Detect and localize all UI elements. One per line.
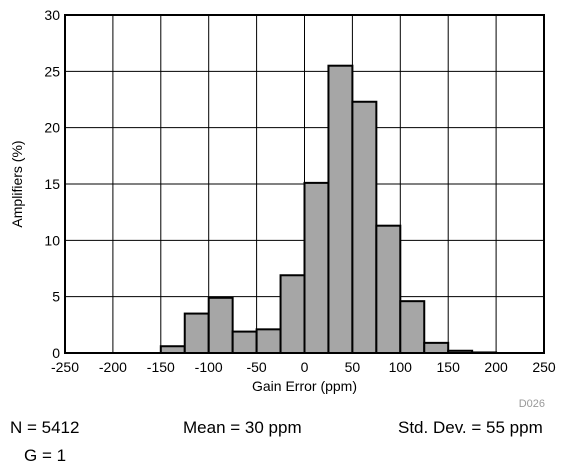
histogram-bar	[159, 345, 186, 354]
y-tick-label: 15	[44, 176, 60, 192]
y-tick-label: 10	[44, 232, 60, 248]
mean-value: Mean = 30 ppm	[183, 418, 302, 437]
x-tick-label: 150	[437, 359, 461, 375]
y-tick-label: 20	[44, 120, 60, 136]
sample-count: N = 5412	[10, 418, 80, 437]
histogram-bar	[303, 181, 330, 354]
histogram-bar	[375, 224, 402, 354]
histogram-bar	[231, 330, 258, 354]
x-tick-label: -100	[195, 359, 223, 375]
histogram-bar	[423, 341, 450, 354]
figure-id: D026	[519, 398, 545, 410]
x-tick-label: -50	[246, 359, 266, 375]
x-tick-label: 200	[484, 359, 508, 375]
histogram-bar	[207, 296, 234, 354]
histogram-bar	[279, 274, 306, 355]
x-axis-label: Gain Error (ppm)	[252, 378, 357, 394]
histogram-chart: -250 -200 -150 -100 -50 0 50 100 150 200 250 0 5 10 15…	[9, 7, 556, 410]
x-tick-label: 100	[389, 359, 413, 375]
y-tick-label: 25	[44, 63, 60, 79]
gain-value: G = 1	[24, 446, 67, 465]
histogram-bar	[327, 64, 354, 354]
histogram-bar	[255, 328, 282, 354]
x-tick-label: 0	[301, 359, 309, 375]
y-axis-label: Amplifiers (%)	[9, 140, 25, 227]
plot-frame	[64, 14, 545, 354]
x-tick-label: -200	[99, 359, 127, 375]
histogram-bar	[399, 300, 426, 355]
histogram-bar	[351, 100, 378, 355]
y-tick-label: 0	[52, 345, 60, 361]
histogram-bar	[183, 312, 210, 355]
x-tick-label: 50	[345, 359, 361, 375]
x-tick-label: 250	[532, 359, 556, 375]
y-tick-label: 30	[44, 7, 60, 23]
x-tick-label: -250	[51, 359, 79, 375]
std-dev-value: Std. Dev. = 55 ppm	[398, 418, 543, 437]
x-tick-label: -150	[147, 359, 175, 375]
y-tick-label: 5	[52, 289, 60, 305]
tick-labels: -250 -200 -150 -100 -50 0 50 100 150 200 250 0 5 10 15…	[44, 7, 555, 375]
histogram-bars	[159, 64, 498, 355]
